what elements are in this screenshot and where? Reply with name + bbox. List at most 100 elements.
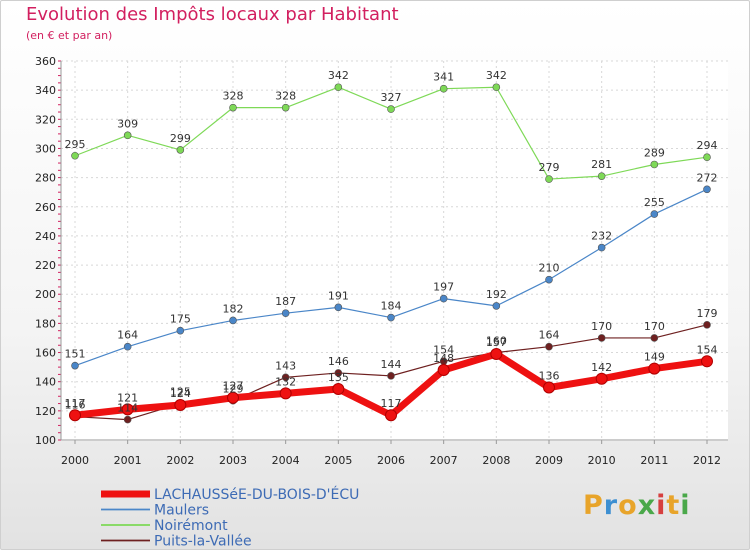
data-label: 129 (223, 383, 244, 396)
data-point (229, 103, 237, 112)
axes: 100 120 140 160 180 200 220 240 260 280 300 320 340 3… (35, 55, 728, 467)
legend-label: Noirémont (154, 518, 228, 534)
data-point (439, 294, 448, 303)
data-label: 148 (433, 352, 454, 365)
data-label: 182 (223, 302, 244, 315)
data-label: 299 (170, 132, 191, 145)
chart-subtitle: (en € et par an) (26, 29, 113, 42)
data-label: 328 (275, 90, 296, 103)
data-point (650, 160, 659, 169)
data-point (543, 381, 555, 394)
y-tick-label: 320 (35, 113, 56, 126)
data-label: 232 (591, 230, 612, 243)
x-tick-label: 2001 (114, 454, 142, 467)
legend: LACHAUSSéE-DU-BOIS-D'ÉCUMaulersNoirémont… (101, 486, 359, 550)
data-label: 135 (328, 371, 349, 384)
data-label: 328 (223, 90, 244, 103)
data-label: 143 (275, 359, 296, 372)
legend-label: LACHAUSSéE-DU-BOIS-D'ÉCU (154, 486, 359, 503)
proxiti-logo: Proxiti (583, 490, 691, 521)
data-point (123, 342, 132, 351)
data-label: 309 (117, 117, 138, 130)
x-tick-label: 2011 (640, 454, 668, 467)
data-label: 154 (697, 343, 718, 356)
y-tick-label: 340 (35, 84, 56, 97)
data-point (597, 243, 606, 252)
y-tick-label: 160 (35, 347, 56, 360)
data-point (334, 303, 343, 312)
x-tick-label: 2006 (377, 454, 405, 467)
data-label: 149 (644, 351, 665, 364)
data-point (492, 83, 501, 92)
data-point (490, 347, 503, 360)
data-label: 121 (117, 391, 138, 404)
data-point (281, 309, 290, 317)
data-point (334, 369, 343, 377)
data-label: 157 (486, 336, 507, 349)
data-point (334, 83, 343, 92)
y-tick-label: 120 (35, 405, 56, 418)
x-tick-label: 2010 (588, 454, 616, 467)
data-point (281, 373, 290, 382)
y-tick-label: 200 (35, 288, 56, 301)
data-point (597, 334, 606, 342)
data-point (648, 362, 661, 375)
data-label: 116 (65, 399, 86, 412)
logo-letter: x (637, 490, 657, 521)
data-point (121, 403, 134, 416)
data-label: 170 (644, 320, 665, 333)
x-tick-label: 2000 (61, 454, 89, 467)
data-label: 210 (539, 262, 560, 275)
data-label: 160 (486, 335, 507, 348)
data-label: 255 (644, 196, 665, 209)
data-label: 154 (433, 343, 454, 356)
data-point (703, 321, 711, 329)
grid (61, 60, 728, 441)
chart-title: Evolution des Impôts locaux par Habitant (26, 4, 399, 25)
logo-letter: i (656, 490, 667, 521)
data-point (545, 342, 553, 351)
data-point (279, 387, 292, 400)
data-label: 146 (328, 355, 349, 368)
data-point (385, 409, 397, 422)
legend-label: Maulers (154, 503, 209, 519)
data-label: 342 (328, 69, 349, 82)
logo-letter: t (666, 490, 681, 521)
data-point (701, 355, 713, 368)
y-tick-label: 280 (35, 172, 56, 185)
data-point (71, 151, 79, 160)
data-label: 272 (697, 171, 718, 184)
y-tick-label: 100 (35, 434, 56, 447)
logo-letter: o (618, 490, 638, 521)
x-tick-label: 2008 (482, 454, 510, 467)
data-label: 187 (275, 295, 296, 308)
data-label: 341 (433, 71, 454, 84)
legend-label: Puits-la-Vallée (154, 534, 252, 550)
data-label: 114 (117, 402, 138, 415)
data-point (176, 326, 185, 335)
data-point (387, 372, 395, 380)
data-label: 294 (697, 139, 718, 152)
data-point (123, 415, 132, 424)
data-point (650, 210, 659, 218)
data-label: 144 (381, 358, 402, 371)
data-point (545, 175, 553, 183)
data-point (387, 105, 395, 113)
data-point (545, 275, 553, 284)
data-label: 170 (591, 320, 612, 333)
data-point (176, 146, 185, 154)
data-label: 124 (170, 387, 191, 400)
data-point (174, 399, 187, 412)
data-label: 117 (381, 397, 402, 410)
x-tick-label: 2003 (219, 454, 247, 467)
data-point (123, 131, 132, 140)
y-tick-label: 240 (35, 230, 56, 243)
x-tick-label: 2007 (430, 454, 458, 467)
data-label: 125 (170, 386, 191, 399)
data-labels: 117 121 124 127 132 135 117 148 157 136 142 149 154 1… (65, 69, 718, 414)
data-point (229, 316, 237, 325)
data-point (595, 372, 608, 385)
y-tick-label: 260 (35, 201, 56, 214)
data-label: 184 (381, 300, 402, 313)
